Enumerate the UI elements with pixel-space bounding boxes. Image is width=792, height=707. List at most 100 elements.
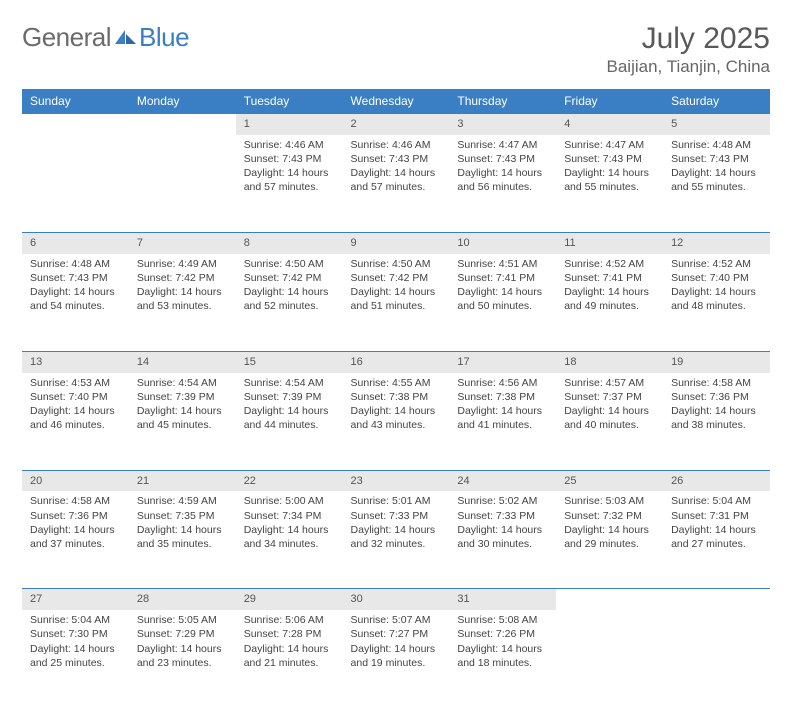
content-row: Sunrise: 4:46 AMSunset: 7:43 PMDaylight:… — [22, 135, 770, 233]
day-cell: Sunrise: 4:54 AMSunset: 7:39 PMDaylight:… — [236, 373, 343, 471]
sunset-text: Sunset: 7:38 PM — [457, 390, 548, 404]
day-cell: Sunrise: 5:03 AMSunset: 7:32 PMDaylight:… — [556, 491, 663, 589]
day-cell: Sunrise: 5:05 AMSunset: 7:29 PMDaylight:… — [129, 610, 236, 707]
daylight-text-2: and 30 minutes. — [457, 537, 548, 551]
daylight-text-2: and 53 minutes. — [137, 299, 228, 313]
sunset-text: Sunset: 7:40 PM — [671, 271, 762, 285]
calendar-body: 12345Sunrise: 4:46 AMSunset: 7:43 PMDayl… — [22, 114, 770, 707]
daylight-text-2: and 48 minutes. — [671, 299, 762, 313]
sunset-text: Sunset: 7:41 PM — [564, 271, 655, 285]
sunrise-text: Sunrise: 4:47 AM — [457, 138, 548, 152]
day-number: 25 — [556, 470, 663, 491]
sunrise-text: Sunrise: 5:05 AM — [137, 613, 228, 627]
daylight-text-2: and 25 minutes. — [30, 656, 121, 670]
daylight-text-2: and 29 minutes. — [564, 537, 655, 551]
daylight-text-2: and 50 minutes. — [457, 299, 548, 313]
sunset-text: Sunset: 7:42 PM — [137, 271, 228, 285]
daylight-text-1: Daylight: 14 hours — [30, 523, 121, 537]
sunset-text: Sunset: 7:33 PM — [457, 509, 548, 523]
day-number: 2 — [343, 114, 450, 135]
day-number: 29 — [236, 589, 343, 610]
daylight-text-1: Daylight: 14 hours — [671, 404, 762, 418]
day-cell: Sunrise: 4:49 AMSunset: 7:42 PMDaylight:… — [129, 254, 236, 352]
day-cell — [663, 610, 770, 707]
sunrise-text: Sunrise: 5:06 AM — [244, 613, 335, 627]
content-row: Sunrise: 4:58 AMSunset: 7:36 PMDaylight:… — [22, 491, 770, 589]
day-number: 8 — [236, 232, 343, 253]
daynum-row: 20212223242526 — [22, 470, 770, 491]
day-number: 7 — [129, 232, 236, 253]
weekday-header-row: Sunday Monday Tuesday Wednesday Thursday… — [22, 89, 770, 114]
sunset-text: Sunset: 7:43 PM — [564, 152, 655, 166]
brand-part2: Blue — [139, 22, 189, 53]
sunrise-text: Sunrise: 4:54 AM — [137, 376, 228, 390]
sunrise-text: Sunrise: 4:53 AM — [30, 376, 121, 390]
day-cell — [129, 135, 236, 233]
sunrise-text: Sunrise: 4:48 AM — [671, 138, 762, 152]
daylight-text-1: Daylight: 14 hours — [457, 166, 548, 180]
day-number: 28 — [129, 589, 236, 610]
daylight-text-1: Daylight: 14 hours — [457, 404, 548, 418]
day-cell: Sunrise: 4:50 AMSunset: 7:42 PMDaylight:… — [343, 254, 450, 352]
brand-logo: General Blue — [22, 22, 189, 53]
day-cell: Sunrise: 4:46 AMSunset: 7:43 PMDaylight:… — [343, 135, 450, 233]
daylight-text-2: and 21 minutes. — [244, 656, 335, 670]
daylight-text-1: Daylight: 14 hours — [244, 404, 335, 418]
daylight-text-2: and 55 minutes. — [671, 180, 762, 194]
daylight-text-2: and 27 minutes. — [671, 537, 762, 551]
sunset-text: Sunset: 7:37 PM — [564, 390, 655, 404]
daylight-text-2: and 56 minutes. — [457, 180, 548, 194]
daylight-text-2: and 32 minutes. — [351, 537, 442, 551]
daylight-text-1: Daylight: 14 hours — [137, 642, 228, 656]
day-cell: Sunrise: 5:00 AMSunset: 7:34 PMDaylight:… — [236, 491, 343, 589]
day-number: 11 — [556, 232, 663, 253]
day-number: 19 — [663, 351, 770, 372]
daylight-text-1: Daylight: 14 hours — [671, 523, 762, 537]
sunrise-text: Sunrise: 4:46 AM — [351, 138, 442, 152]
sunrise-text: Sunrise: 5:03 AM — [564, 494, 655, 508]
sunset-text: Sunset: 7:42 PM — [351, 271, 442, 285]
day-number: 5 — [663, 114, 770, 135]
daylight-text-1: Daylight: 14 hours — [564, 166, 655, 180]
day-number: 31 — [449, 589, 556, 610]
weekday-tuesday: Tuesday — [236, 89, 343, 114]
sunset-text: Sunset: 7:30 PM — [30, 627, 121, 641]
sunrise-text: Sunrise: 4:59 AM — [137, 494, 228, 508]
daynum-row: 13141516171819 — [22, 351, 770, 372]
daylight-text-2: and 41 minutes. — [457, 418, 548, 432]
day-number: 27 — [22, 589, 129, 610]
header: General Blue July 2025 Baijian, Tianjin,… — [22, 22, 770, 77]
day-number: 15 — [236, 351, 343, 372]
sunset-text: Sunset: 7:39 PM — [137, 390, 228, 404]
sunset-text: Sunset: 7:35 PM — [137, 509, 228, 523]
day-number: 6 — [22, 232, 129, 253]
day-number: 12 — [663, 232, 770, 253]
sunrise-text: Sunrise: 4:50 AM — [351, 257, 442, 271]
sunrise-text: Sunrise: 4:54 AM — [244, 376, 335, 390]
content-row: Sunrise: 4:48 AMSunset: 7:43 PMDaylight:… — [22, 254, 770, 352]
daylight-text-1: Daylight: 14 hours — [244, 523, 335, 537]
daylight-text-2: and 54 minutes. — [30, 299, 121, 313]
daylight-text-2: and 52 minutes. — [244, 299, 335, 313]
sunrise-text: Sunrise: 5:07 AM — [351, 613, 442, 627]
brand-part1: General — [22, 22, 111, 53]
day-cell: Sunrise: 5:02 AMSunset: 7:33 PMDaylight:… — [449, 491, 556, 589]
weekday-thursday: Thursday — [449, 89, 556, 114]
day-cell — [22, 135, 129, 233]
day-number: 16 — [343, 351, 450, 372]
daylight-text-2: and 46 minutes. — [30, 418, 121, 432]
daynum-row: 6789101112 — [22, 232, 770, 253]
daylight-text-1: Daylight: 14 hours — [244, 642, 335, 656]
day-number: 21 — [129, 470, 236, 491]
day-cell: Sunrise: 4:51 AMSunset: 7:41 PMDaylight:… — [449, 254, 556, 352]
day-number — [22, 114, 129, 135]
day-number: 30 — [343, 589, 450, 610]
sunset-text: Sunset: 7:26 PM — [457, 627, 548, 641]
day-cell: Sunrise: 4:48 AMSunset: 7:43 PMDaylight:… — [22, 254, 129, 352]
daylight-text-1: Daylight: 14 hours — [457, 285, 548, 299]
sunrise-text: Sunrise: 4:56 AM — [457, 376, 548, 390]
daylight-text-1: Daylight: 14 hours — [671, 166, 762, 180]
day-cell: Sunrise: 4:57 AMSunset: 7:37 PMDaylight:… — [556, 373, 663, 471]
daylight-text-2: and 43 minutes. — [351, 418, 442, 432]
day-number: 26 — [663, 470, 770, 491]
